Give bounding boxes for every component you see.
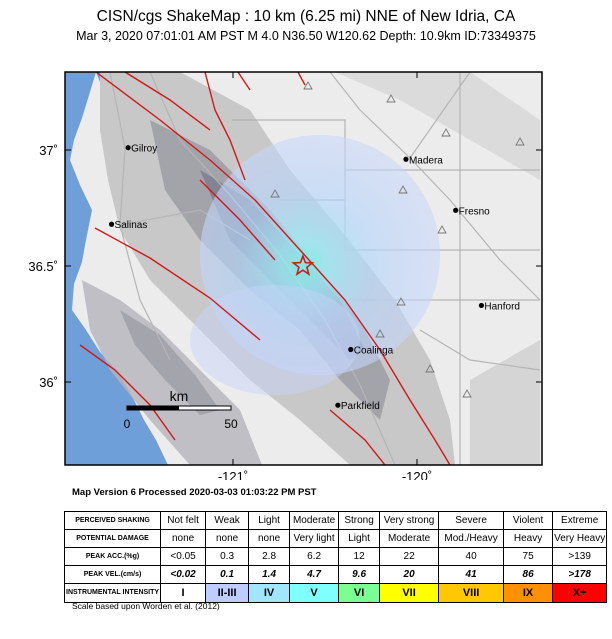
lon-label-121: -121˚ <box>218 469 248 480</box>
city-dot <box>453 207 459 213</box>
legend-acc-cell: 2.8 <box>248 547 291 566</box>
legend-acc-cell: 6.2 <box>289 547 340 566</box>
legend-mmi-cell: II-III <box>205 583 250 603</box>
city-dot <box>125 145 131 151</box>
city-dot <box>403 156 409 162</box>
legend-vel-cell: 1.4 <box>248 565 291 584</box>
legend-vel-cell: >178 <box>552 565 608 584</box>
intensity-legend: PERCEIVED SHAKING Not felt Weak Light Moder… <box>63 511 608 603</box>
map-title: CISN/cgs ShakeMap : 10 km (6.25 mi) NNE … <box>96 8 516 25</box>
legend-acc-cell: 75 <box>503 547 554 566</box>
legend-head-acc: PEAK ACC.(%g) <box>63 547 162 566</box>
axis-ticks <box>65 72 542 465</box>
legend-mmi-cell: VI <box>338 583 381 603</box>
legend-shaking-cell: Severe <box>438 511 505 530</box>
city-dot <box>335 402 341 408</box>
legend-vel-cell: 20 <box>379 565 440 584</box>
city-dot <box>348 346 354 353</box>
faults <box>79 72 451 465</box>
intensity-shading-south <box>190 285 360 395</box>
legend-damage-cell: none <box>248 529 291 548</box>
legend-damage-cell: Light <box>338 529 381 548</box>
legend-row-mmi: INSTRUMENTAL INTENSITY I II-III IV V VI VII VI… <box>63 583 608 603</box>
legend-vel-cell: 4.7 <box>289 565 340 584</box>
legend-head-damage: POTENTIAL DAMAGE <box>63 529 162 548</box>
city-label: Parkfield <box>341 401 380 412</box>
legend-acc-cell: <0.05 <box>160 547 207 566</box>
legend-shaking-cell: Not felt <box>160 511 207 530</box>
legend-vel-cell: 9.6 <box>338 565 381 584</box>
city-label: Salinas <box>115 220 148 231</box>
legend-damage-cell: Mod./Heavy <box>438 529 505 548</box>
ocean <box>65 72 168 465</box>
legend-shaking-cell: Very strong <box>379 511 440 530</box>
legend-row-acc: PEAK ACC.(%g) <0.05 0.3 2.8 6.2 12 22 40 75 >139 <box>63 547 608 566</box>
legend-damage-cell: none <box>205 529 250 548</box>
city-dot <box>478 302 484 309</box>
legend-row-damage: POTENTIAL DAMAGE none none none Very light L… <box>63 529 608 548</box>
legend-mmi-cell: VII <box>379 583 440 603</box>
scale-bar: km 0 50 <box>124 388 238 431</box>
legend-row-vel: PEAK VEL.(cm/s) <0.02 0.1 1.4 4.7 9.6 20 41 86 >… <box>63 565 608 584</box>
city-label: Madera <box>409 155 443 166</box>
cities: Gilroy Madera Salinas Fresno Hanford Coalinga… <box>108 144 520 412</box>
legend-damage-cell: Moderate <box>379 529 440 548</box>
legend-damage-cell: none <box>160 529 207 548</box>
station-triangles <box>270 81 525 398</box>
lon-label-120: -120˚ <box>402 469 432 480</box>
city-label: Hanford <box>484 301 520 312</box>
legend-shaking-cell: Extreme <box>552 511 608 530</box>
legend-mmi-cell: IV <box>248 583 291 603</box>
legend-shaking-cell: Moderate <box>289 511 340 530</box>
legend-acc-cell: 0.3 <box>205 547 250 566</box>
lat-label-36-5: 36.5˚ <box>28 259 58 274</box>
epicenter-star-icon <box>291 253 315 276</box>
legend-acc-cell: 40 <box>438 547 505 566</box>
lat-label-37: 37˚ <box>39 143 58 158</box>
legend-head-shaking: PERCEIVED SHAKING <box>63 511 162 530</box>
lat-label-36: 36˚ <box>39 375 58 390</box>
legend-mmi-cell: IX <box>503 583 554 603</box>
scale-bar-unit: km <box>170 388 189 404</box>
legend-mmi-cell: X+ <box>552 583 608 603</box>
legend-damage-cell: Very light <box>289 529 340 548</box>
legend-vel-cell: 41 <box>438 565 505 584</box>
scale-bar-start: 0 <box>124 417 131 431</box>
map-frame <box>64 71 543 466</box>
legend-mmi-cell: I <box>160 583 207 603</box>
legend-row-shaking: PERCEIVED SHAKING Not felt Weak Light Moder… <box>63 511 608 530</box>
legend-shaking-cell: Violent <box>503 511 554 530</box>
city-dot <box>108 221 115 227</box>
scale-bar-end: 50 <box>224 417 238 431</box>
legend-shaking-cell: Light <box>248 511 291 530</box>
legend-damage-cell: Very Heavy <box>552 529 608 548</box>
city-label: Coalinga <box>354 346 394 357</box>
legend-vel-cell: 86 <box>503 565 554 584</box>
legend-vel-cell: <0.02 <box>160 565 207 584</box>
legend-shaking-cell: Strong <box>338 511 381 530</box>
legend-acc-cell: 22 <box>379 547 440 566</box>
legend-acc-cell: 12 <box>338 547 381 566</box>
legend-vel-cell: 0.1 <box>205 565 250 584</box>
legend-damage-cell: Heavy <box>503 529 554 548</box>
legend-head-mmi: INSTRUMENTAL INTENSITY <box>63 583 162 603</box>
map-version: Map Version 6 Processed 2020-03-03 01:03… <box>72 487 317 498</box>
event-details: Mar 3, 2020 07:01:01 AM PST M 4.0 N36.50… <box>76 29 536 43</box>
legend-acc-cell: >139 <box>552 547 608 566</box>
intensity-shading <box>200 135 440 375</box>
scale-note: Scale based upon Worden et al. (2012) <box>72 601 220 611</box>
legend-mmi-cell: VIII <box>438 583 505 603</box>
city-label: Fresno <box>459 206 491 217</box>
legend-head-vel: PEAK VEL.(cm/s) <box>63 565 162 584</box>
legend-mmi-cell: V <box>289 583 340 603</box>
shakemap: Gilroy Madera Salinas Fresno Hanford Coalinga… <box>28 71 543 480</box>
city-label: Gilroy <box>131 144 157 155</box>
legend-shaking-cell: Weak <box>205 511 250 530</box>
